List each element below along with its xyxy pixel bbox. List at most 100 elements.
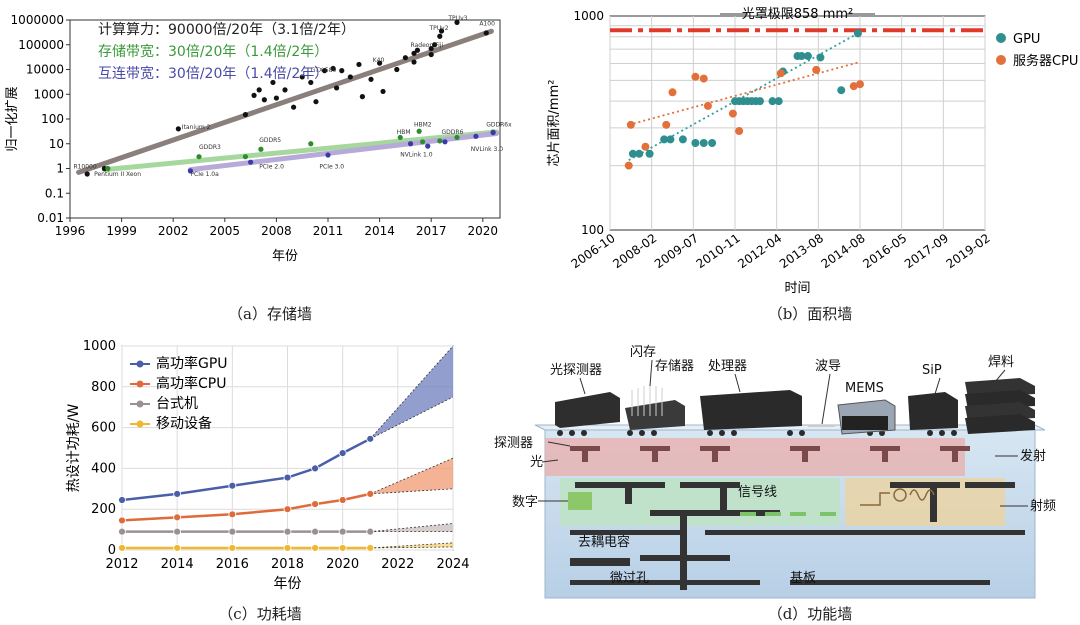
data-point-a [321, 68, 328, 74]
label-digital: 数字 [512, 495, 538, 510]
point-label-a: TPUv3 [447, 15, 467, 22]
annotation-a: 互连带宽：30倍/20年（1.4倍/2年） [98, 65, 328, 82]
data-point-c [283, 544, 292, 552]
processor-chip [700, 390, 802, 430]
point-label-a: A100 [479, 20, 495, 27]
data-point-a [339, 68, 345, 74]
x-tick-label-b: 2012-04 [735, 231, 784, 271]
x-tick-label-b: 2009-07 [652, 231, 701, 271]
data-point-a [407, 141, 414, 147]
x-tick-label-b: 2006-10 [569, 231, 618, 271]
data-point-b [812, 65, 821, 74]
data-point-a [313, 99, 319, 105]
label-light: 光 [530, 455, 543, 470]
x-tick-label-b: 2008-02 [610, 231, 659, 271]
label-memory: 存储器 [655, 359, 694, 374]
label-micro-via: 微过孔 [610, 571, 649, 586]
label-emit: 发射 [1020, 448, 1046, 464]
bump-row [557, 430, 957, 436]
label-sip: SiP [922, 363, 942, 378]
point-label-a: NVLink 3.0 [471, 146, 504, 153]
point-label-a: GDDR3 [199, 144, 221, 151]
data-point-a [402, 55, 408, 61]
point-label-a: GDDR6 [442, 129, 464, 136]
data-point-c [118, 496, 126, 504]
data-point-c [228, 544, 237, 552]
data-point-c [118, 544, 126, 552]
data-point-c [366, 544, 375, 552]
data-point-a [282, 87, 288, 93]
data-point-b [774, 97, 783, 106]
x-tick-label-c: 2012 [105, 557, 138, 572]
data-point-a [359, 94, 365, 100]
y-tick-label-a: 1000000 [11, 13, 64, 27]
data-point-b [699, 139, 708, 148]
data-point-b [660, 135, 669, 144]
legend-marker-b [996, 33, 1006, 43]
x-axis-label-a: 年份 [272, 249, 298, 264]
x-tick-label-c: 2016 [216, 557, 249, 572]
data-point-a [105, 165, 111, 172]
label-substrate: 基板 [790, 571, 816, 586]
projection-edge-c [370, 523, 454, 533]
trend-line-a [101, 129, 500, 173]
data-point-b [803, 52, 812, 61]
x-tick-label-a: 2014 [364, 224, 395, 238]
data-point-c [173, 527, 182, 536]
internal-wiring [570, 482, 1025, 590]
label-signal-line: 信号线 [738, 485, 777, 500]
mems-body [842, 416, 888, 430]
data-point-a [437, 33, 443, 39]
point-label-a: NVLink 1.0 [400, 152, 433, 159]
legend-label-c: 高功率CPU [156, 375, 226, 392]
data-point-c [366, 527, 375, 536]
data-point-a [347, 74, 353, 80]
data-point-c [338, 527, 347, 536]
x-tick-label-c: 2018 [271, 557, 304, 572]
x-tick-label-a: 2011 [313, 224, 344, 238]
data-point-c [338, 544, 347, 552]
data-point-b [691, 72, 700, 81]
legend-marker-c [136, 380, 144, 388]
x-tick-label-b: 2013-08 [777, 231, 826, 271]
legend-label-c: 高功率GPU [156, 355, 228, 372]
data-point-a [397, 134, 403, 141]
label-mems: MEMS [845, 381, 884, 396]
optical-vias [570, 446, 970, 462]
x-tick-label-a: 2008 [261, 224, 292, 238]
label-flash: 闪存 [630, 345, 656, 360]
solder-stack [965, 378, 1035, 434]
diagram-d-function-wall: 光探测器 闪存 存储器 处理器 波导 MEMS SiP 焊料 探测器 光 发射 … [494, 345, 1056, 599]
data-point-b [849, 82, 858, 91]
data-point-b [768, 97, 777, 106]
data-point-a [325, 152, 331, 158]
x-tick-label-b: 2014-08 [819, 231, 868, 271]
data-point-a [428, 51, 434, 58]
data-point-c [118, 527, 126, 536]
data-point-b [666, 135, 675, 144]
data-point-a [490, 130, 496, 136]
data-point-b [662, 120, 671, 129]
y-tick-label-c: 800 [91, 380, 116, 395]
data-point-b [797, 52, 806, 61]
data-point-a [420, 139, 426, 145]
data-point-a [196, 154, 202, 160]
label-photodetector: 光探测器 [550, 363, 602, 378]
trend-line-b [628, 31, 861, 161]
data-point-a [270, 79, 276, 86]
data-point-c [228, 510, 237, 519]
data-point-c [283, 473, 292, 482]
label-processor: 处理器 [708, 359, 747, 374]
data-point-a [368, 76, 374, 82]
data-point-b [691, 139, 700, 148]
x-tick-label-b: 2017-09 [902, 231, 951, 271]
data-point-a [380, 88, 386, 95]
data-point-b [708, 139, 717, 148]
digital-block [568, 492, 592, 510]
legend-marker-c [136, 420, 144, 428]
point-label-a: Radeon Fiji [411, 42, 444, 49]
data-point-a [242, 154, 249, 160]
data-point-a [411, 59, 417, 65]
x-tick-label-a: 1999 [106, 224, 137, 238]
point-label-a: PCIe 1.0a [190, 171, 219, 178]
